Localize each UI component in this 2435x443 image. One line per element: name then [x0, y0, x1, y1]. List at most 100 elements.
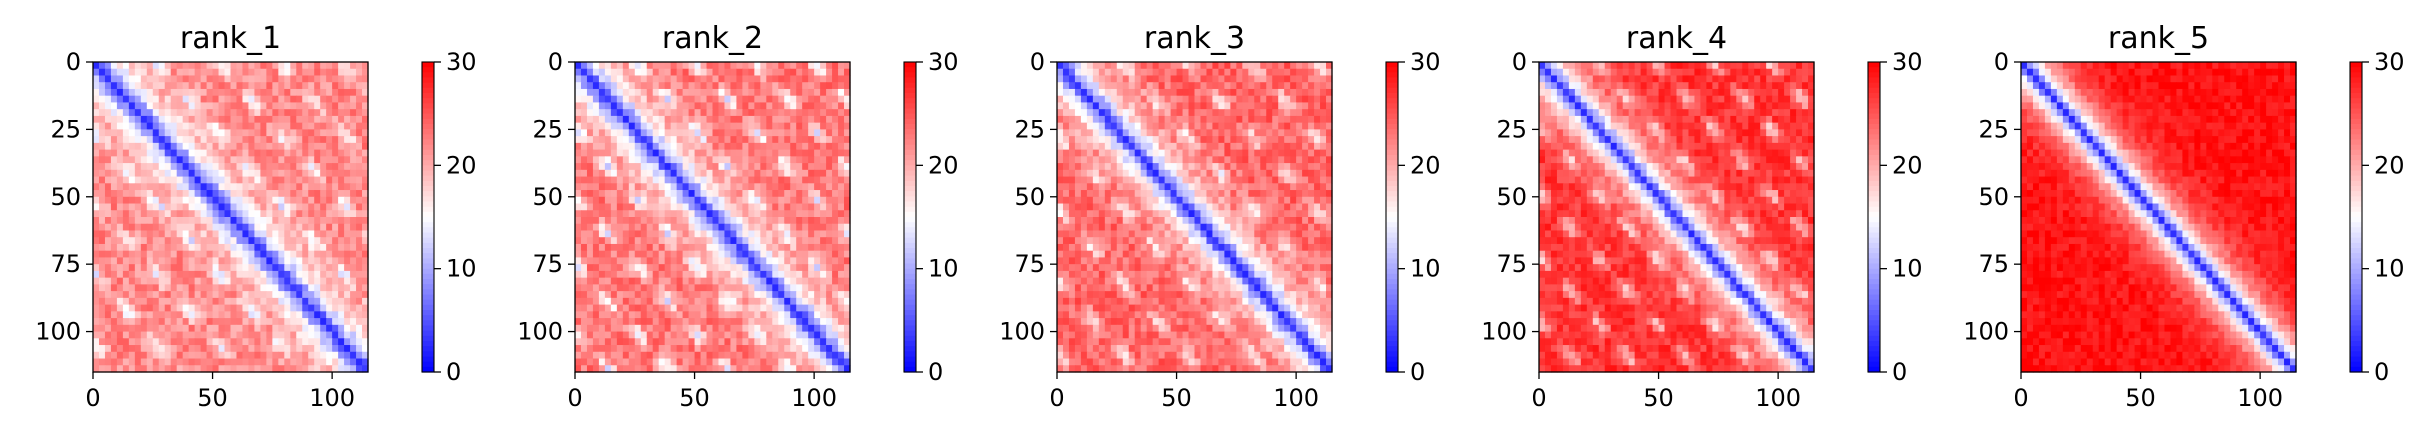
- heatmap-cell: [1254, 75, 1261, 82]
- heatmap-cell: [272, 197, 279, 204]
- heatmap-cell: [93, 311, 100, 318]
- heatmap-cell: [778, 338, 785, 345]
- heatmap-cell: [1141, 109, 1148, 116]
- heatmap-cell: [177, 75, 184, 82]
- heatmap-cell: [832, 345, 839, 352]
- heatmap-cell: [641, 352, 648, 359]
- heatmap-cell: [326, 264, 333, 271]
- heatmap-cell: [183, 271, 190, 278]
- heatmap-cell: [1242, 69, 1249, 76]
- heatmap-cell: [1278, 69, 1285, 76]
- heatmap-cell: [796, 278, 803, 285]
- heatmap-cell: [617, 305, 624, 312]
- heatmap-cell: [1290, 96, 1297, 103]
- heatmap-cell: [117, 237, 124, 244]
- heatmap-cell: [201, 345, 208, 352]
- heatmap-cell: [748, 69, 755, 76]
- heatmap-cell: [611, 237, 618, 244]
- heatmap-cell: [659, 82, 666, 89]
- heatmap-cell: [248, 224, 255, 231]
- heatmap-cell: [201, 325, 208, 332]
- heatmap-cell: [99, 237, 106, 244]
- heatmap-cell: [207, 197, 214, 204]
- heatmap-cell: [201, 183, 208, 190]
- heatmap-cell: [1248, 102, 1255, 109]
- heatmap-cell: [1320, 129, 1327, 136]
- heatmap-cell: [195, 224, 202, 231]
- heatmap-cell: [611, 224, 618, 231]
- heatmap-cell: [796, 318, 803, 325]
- heatmap-cell: [832, 291, 839, 298]
- heatmap-cell: [201, 311, 208, 318]
- heatmap-cell: [201, 359, 208, 366]
- heatmap-cell: [129, 197, 136, 204]
- colorbar-segment: [904, 62, 916, 68]
- heatmap-cell: [742, 183, 749, 190]
- heatmap-cell: [356, 197, 363, 204]
- heatmap-cell: [177, 204, 184, 211]
- heatmap-cell: [599, 332, 606, 339]
- heatmap-cell: [111, 230, 118, 237]
- heatmap-cell: [1278, 116, 1285, 123]
- heatmap-cell: [105, 359, 112, 366]
- heatmap-cell: [766, 75, 773, 82]
- heatmap-cell: [730, 150, 737, 157]
- heatmap-cell: [260, 237, 267, 244]
- heatmap-cell: [772, 237, 779, 244]
- heatmap-cell: [284, 352, 291, 359]
- heatmap-cell: [308, 96, 315, 103]
- heatmap-cell: [730, 116, 737, 123]
- heatmap-cell: [105, 230, 112, 237]
- heatmap-cell: [302, 345, 309, 352]
- heatmap-cell: [320, 345, 327, 352]
- heatmap-cell: [219, 109, 226, 116]
- heatmap-cell: [147, 143, 154, 150]
- heatmap-cell: [832, 190, 839, 197]
- heatmap-cell: [1206, 96, 1213, 103]
- heatmap-cell: [1218, 82, 1225, 89]
- heatmap-cell: [266, 96, 273, 103]
- heatmap-cell: [147, 352, 154, 359]
- heatmap-cell: [236, 278, 243, 285]
- heatmap-cell: [617, 298, 624, 305]
- heatmap-cell: [1218, 89, 1225, 96]
- heatmap-cell: [641, 257, 648, 264]
- heatmap-cell: [278, 244, 285, 251]
- heatmap-cell: [653, 197, 660, 204]
- heatmap-cell: [1183, 123, 1190, 130]
- heatmap-cell: [587, 332, 594, 339]
- heatmap-cell: [320, 143, 327, 150]
- heatmap-cell: [742, 156, 749, 163]
- heatmap-cell: [617, 204, 624, 211]
- heatmap-cell: [213, 325, 220, 332]
- heatmap-cell: [1129, 69, 1136, 76]
- heatmap-cell: [201, 123, 208, 130]
- heatmap-cell: [748, 278, 755, 285]
- heatmap-cell: [1111, 69, 1118, 76]
- heatmap-cell: [171, 89, 178, 96]
- heatmap-cell: [707, 204, 714, 211]
- heatmap-cell: [832, 143, 839, 150]
- heatmap-cell: [766, 352, 773, 359]
- heatmap-cell: [213, 284, 220, 291]
- heatmap-cell: [718, 291, 725, 298]
- heatmap-cell: [236, 332, 243, 339]
- heatmap-cell: [350, 190, 357, 197]
- heatmap-cell: [1159, 116, 1166, 123]
- heatmap-cell: [278, 278, 285, 285]
- heatmap-cell: [356, 89, 363, 96]
- heatmap-cell: [623, 345, 630, 352]
- heatmap-cell: [147, 62, 154, 69]
- heatmap-cell: [820, 352, 827, 359]
- heatmap-cell: [123, 143, 130, 150]
- heatmap-cell: [659, 291, 666, 298]
- heatmap-cell: [314, 338, 321, 345]
- heatmap-cell: [778, 359, 785, 366]
- heatmap-cell: [629, 69, 636, 76]
- heatmap-cell: [1135, 123, 1142, 130]
- heatmap-cell: [587, 284, 594, 291]
- heatmap-cell: [1111, 136, 1118, 143]
- heatmap-cell: [350, 305, 357, 312]
- heatmap-cell: [320, 116, 327, 123]
- heatmap-cell: [1057, 62, 1064, 69]
